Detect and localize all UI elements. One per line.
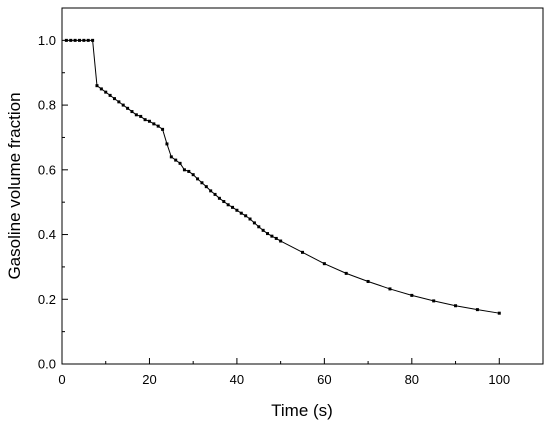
plot-frame bbox=[61, 7, 544, 365]
data-point bbox=[147, 119, 151, 123]
data-point bbox=[204, 185, 208, 189]
data-point bbox=[235, 208, 239, 212]
data-point bbox=[252, 221, 256, 225]
data-point bbox=[108, 93, 112, 97]
x-axis-title: Time (s) bbox=[271, 401, 333, 420]
data-point bbox=[244, 214, 248, 218]
x-tick-label: 80 bbox=[405, 372, 419, 387]
data-point bbox=[270, 234, 274, 238]
data-point bbox=[261, 228, 265, 232]
y-tick-label: 0.0 bbox=[38, 357, 56, 372]
data-point bbox=[134, 113, 138, 117]
y-tick-label: 0.4 bbox=[38, 227, 56, 242]
data-point bbox=[77, 38, 81, 42]
data-point bbox=[274, 236, 278, 240]
x-tick-label: 100 bbox=[488, 372, 510, 387]
data-point bbox=[95, 84, 99, 88]
data-point bbox=[410, 293, 414, 297]
data-point bbox=[222, 200, 226, 204]
data-point bbox=[64, 38, 68, 42]
x-axis-ticks: 0 20 40 60 80 100 bbox=[58, 358, 510, 387]
y-axis-ticks: 0.0 0.2 0.4 0.6 0.8 1.0 bbox=[38, 7, 68, 372]
data-point bbox=[69, 38, 73, 42]
x-tick-label: 20 bbox=[142, 372, 156, 387]
data-point bbox=[454, 304, 458, 308]
series-line bbox=[66, 39, 500, 314]
data-point bbox=[91, 38, 95, 42]
data-point bbox=[497, 311, 501, 315]
data-point bbox=[213, 192, 217, 196]
y-axis-title: Gasoline volume fraction bbox=[5, 92, 24, 279]
data-point bbox=[301, 250, 304, 254]
data-point bbox=[209, 189, 213, 193]
data-point bbox=[178, 161, 182, 165]
data-point bbox=[200, 181, 204, 185]
data-point bbox=[169, 155, 173, 159]
data-point bbox=[161, 127, 165, 131]
x-tick-label: 60 bbox=[317, 372, 331, 387]
data-point bbox=[156, 124, 160, 128]
data-point bbox=[191, 173, 195, 177]
data-point bbox=[187, 169, 191, 173]
data-point bbox=[196, 177, 200, 181]
data-point bbox=[248, 217, 252, 221]
data-point bbox=[279, 239, 283, 243]
data-point bbox=[152, 122, 156, 126]
data-point bbox=[266, 232, 270, 236]
y-tick-label: 0.6 bbox=[38, 162, 56, 177]
data-point bbox=[82, 38, 86, 42]
data-point bbox=[344, 271, 348, 275]
x-tick-label: 40 bbox=[230, 372, 244, 387]
data-point bbox=[121, 103, 125, 107]
x-tick-label: 0 bbox=[58, 372, 65, 387]
data-point bbox=[257, 225, 261, 229]
series-layer bbox=[64, 38, 501, 315]
data-point bbox=[239, 211, 243, 215]
data-point bbox=[174, 158, 178, 162]
data-point bbox=[182, 168, 186, 172]
data-point bbox=[126, 106, 130, 110]
data-point bbox=[231, 205, 235, 209]
data-point bbox=[322, 262, 326, 266]
y-tick-label: 1.0 bbox=[38, 33, 56, 48]
data-point bbox=[130, 110, 134, 114]
y-tick-label: 0.2 bbox=[38, 292, 56, 307]
data-point bbox=[366, 279, 370, 283]
data-point bbox=[226, 203, 230, 207]
data-point bbox=[112, 97, 116, 101]
data-point bbox=[432, 299, 436, 303]
data-point bbox=[99, 87, 103, 91]
data-point bbox=[73, 38, 77, 42]
data-point bbox=[143, 118, 147, 122]
data-point bbox=[388, 287, 392, 291]
data-point bbox=[217, 196, 221, 200]
data-point bbox=[139, 114, 143, 118]
data-point bbox=[86, 38, 90, 42]
data-point bbox=[475, 308, 479, 312]
data-point bbox=[104, 90, 108, 94]
y-tick-label: 0.8 bbox=[38, 98, 56, 113]
data-point bbox=[165, 142, 169, 146]
data-point bbox=[117, 100, 121, 104]
